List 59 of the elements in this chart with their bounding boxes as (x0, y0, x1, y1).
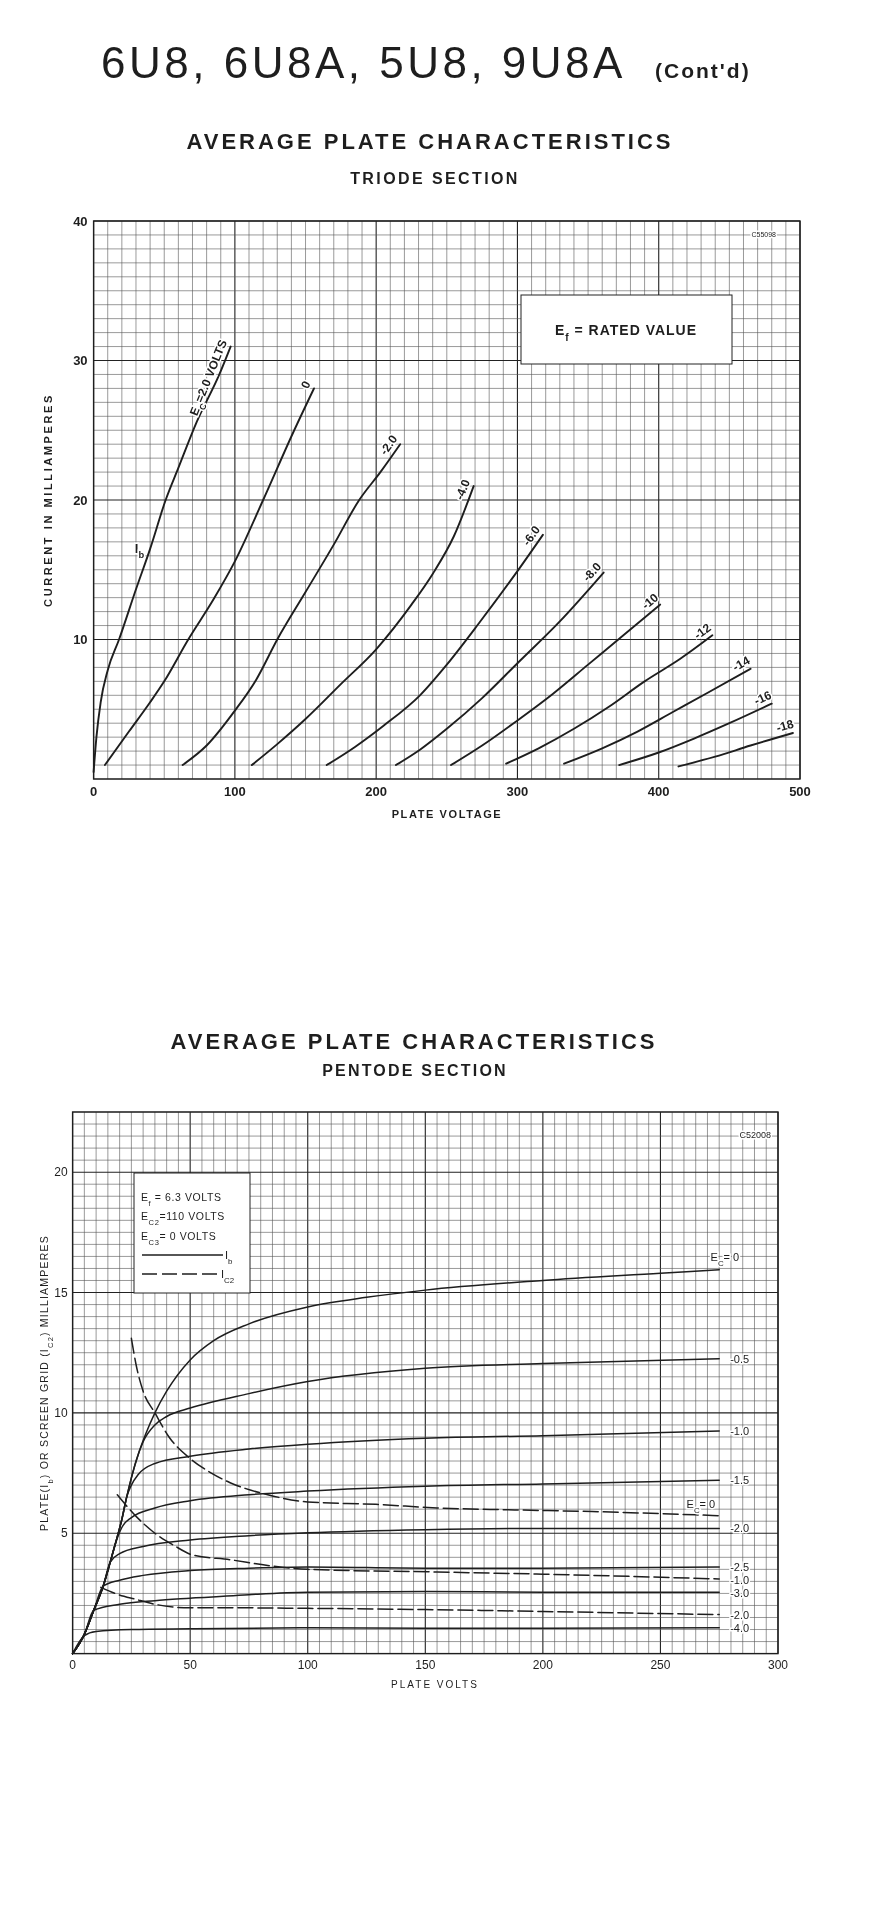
annotation: E$_{f}$ = 6.3 VOLTS (141, 1191, 222, 1208)
chart-subtitle: PENTODE SECTION (322, 1062, 508, 1079)
series-label: -1.0 (730, 1573, 750, 1586)
text: -18 (774, 716, 796, 736)
x-tick-label: 100 (297, 1657, 319, 1672)
text: -10 (638, 590, 662, 613)
y-tick-label: 15 (54, 1285, 68, 1300)
x-tick-label: 0 (89, 784, 98, 799)
text: 6U8, 6U8A, 5U8, 9U8A (101, 38, 626, 87)
x-axis-title: PLATE VOLTAGE (391, 808, 503, 820)
series-label: -1.0 (730, 1424, 750, 1437)
text: -6.0 (519, 522, 544, 549)
text: -14 (730, 653, 753, 675)
annotation: E$_{C3}$= 0 VOLTS (141, 1230, 217, 1247)
x-tick-label: 50 (183, 1657, 198, 1672)
chart-subtitle: TRIODE SECTION (350, 170, 520, 187)
text: -4.0 (452, 477, 473, 502)
y-tick-label: 20 (54, 1165, 68, 1180)
x-tick-label: 200 (532, 1657, 554, 1672)
x-tick-label: 100 (224, 784, 246, 799)
x-tick-label: 250 (650, 1657, 671, 1672)
series-label: -0.5 (730, 1352, 750, 1365)
x-tick-label: 400 (647, 784, 670, 799)
chart-title: AVERAGE PLATE CHARACTERISTICS (186, 129, 674, 154)
text: -8.0 (579, 559, 605, 585)
x-axis-title: PLATE VOLTS (391, 1679, 479, 1690)
text: (Cont'd) (655, 59, 751, 82)
x-tick-label: 200 (365, 784, 388, 799)
annotation: E$_{f}$ = RATED VALUE (554, 322, 698, 343)
series-label: E$_{C}$= 0 (710, 1250, 740, 1268)
y-tick-label: 10 (73, 632, 88, 648)
series-label: -4.0 (730, 1621, 750, 1634)
series-label: -3.0 (730, 1586, 750, 1599)
annotation: I$_{C2}$ (221, 1268, 235, 1285)
series-label: E$_{C}$= 0 (686, 1497, 716, 1515)
series-label: -1.5 (730, 1474, 750, 1487)
chart-title: AVERAGE PLATE CHARACTERISTICS (170, 1029, 658, 1054)
x-tick-label: 500 (789, 784, 811, 799)
y-axis-title: CURRENT IN MILLIAMPERES (42, 393, 54, 607)
annotation: I$_{b}$ (134, 540, 145, 560)
annotation: I$_{b}$ (225, 1249, 234, 1266)
y-tick-label: 5 (60, 1526, 68, 1541)
y-tick-label: 30 (73, 353, 88, 369)
annotation: E$_{C2}$=110 VOLTS (141, 1210, 225, 1227)
x-tick-label: 300 (506, 784, 529, 799)
text: -16 (752, 687, 774, 708)
y-tick-label: 20 (73, 492, 88, 508)
x-tick-label: 0 (69, 1657, 77, 1672)
annotation: C52008 (739, 1130, 771, 1140)
x-tick-label: 150 (415, 1657, 436, 1672)
y-tick-label: 40 (73, 213, 88, 229)
text: 0 (297, 378, 314, 391)
text: -2.0 (376, 432, 401, 458)
series-label: -2.0 (730, 1522, 750, 1535)
series-label: -2.5 (730, 1560, 750, 1573)
y-tick-label: 10 (54, 1406, 68, 1421)
series-label: -2.0 (730, 1608, 750, 1621)
text: -12 (691, 620, 714, 643)
x-tick-label: 300 (767, 1657, 789, 1672)
